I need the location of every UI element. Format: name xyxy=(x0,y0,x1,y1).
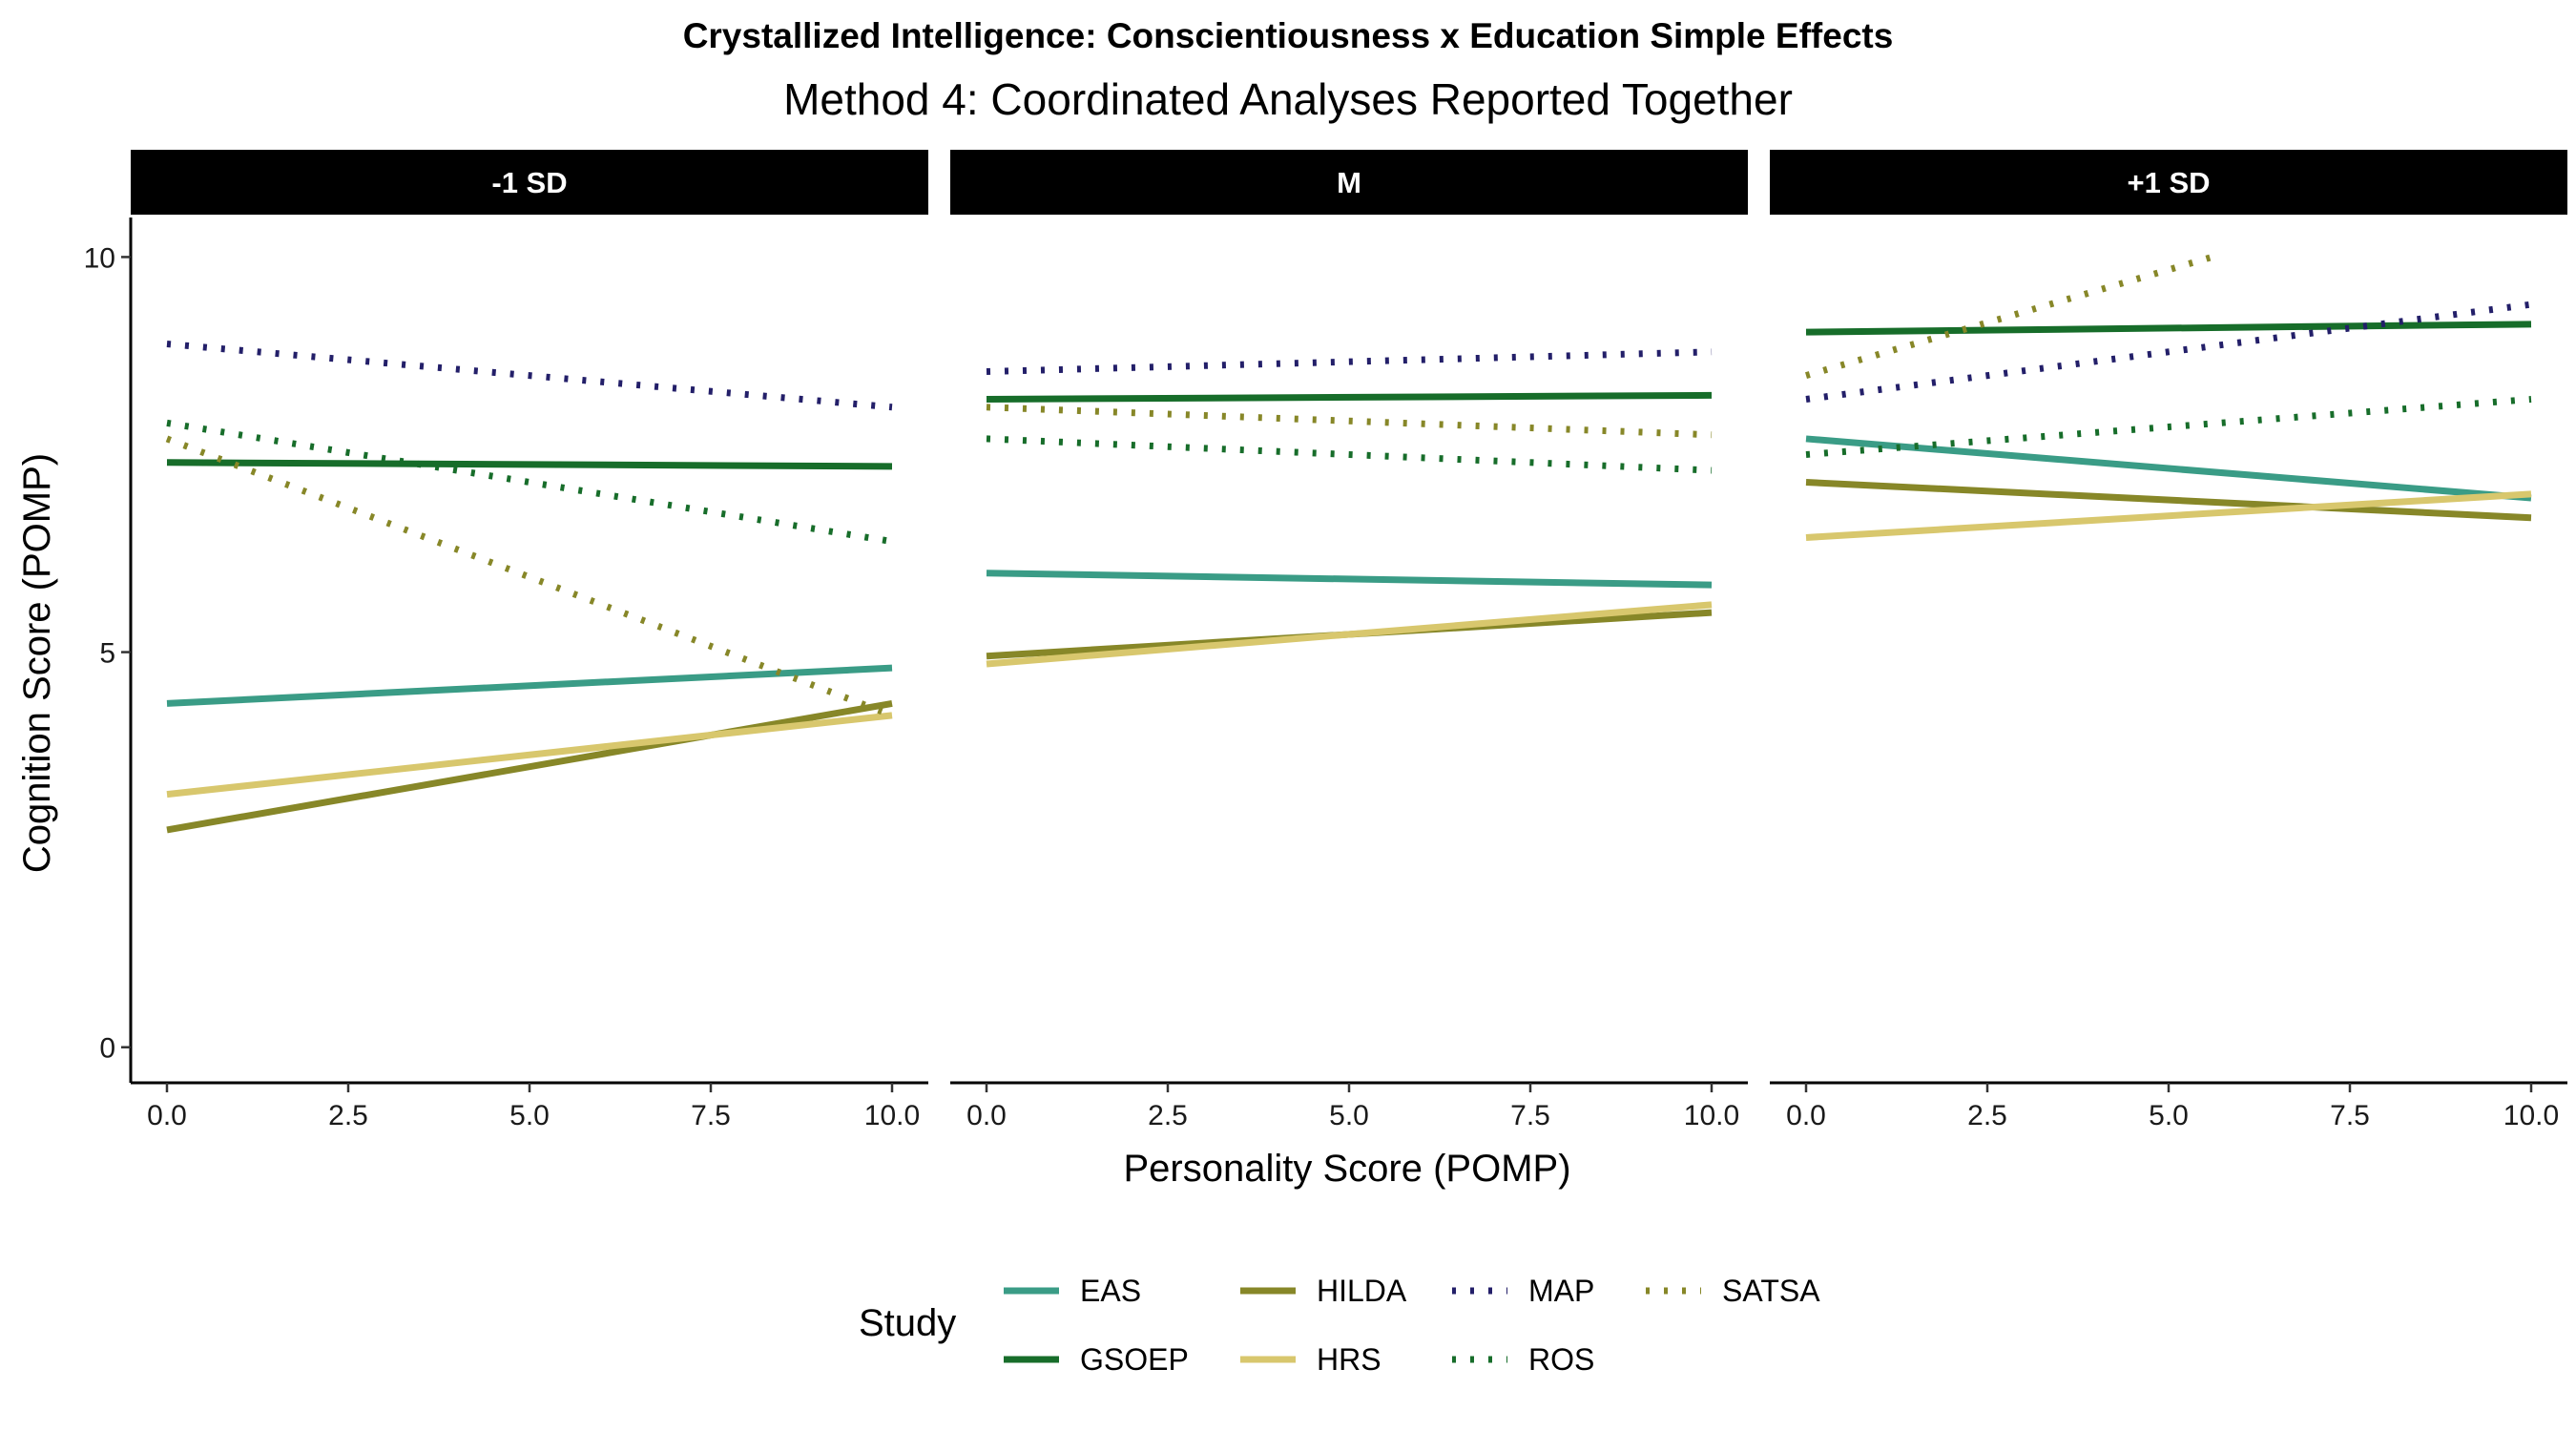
x-tick-label: 10.0 xyxy=(2503,1100,2559,1131)
series-line-ros xyxy=(1805,396,2532,458)
legend-item-ros: ROS xyxy=(1452,1342,1594,1377)
series-line-map xyxy=(1805,301,2532,403)
legend-item-hilda: HILDA xyxy=(1240,1274,1407,1308)
series-line-eas xyxy=(1805,435,2532,502)
y-tick-label: 10 xyxy=(84,242,115,274)
facet-panel-plus1-sd: +1 SD 0.0 2.5 5.0 7.5 10.0 xyxy=(1770,150,2567,1131)
legend-item-hrs: HRS xyxy=(1240,1342,1381,1377)
series-line-hrs xyxy=(986,601,1713,668)
series-line-satsa xyxy=(986,404,1713,439)
x-axis-title: Personality Score (POMP) xyxy=(1123,1148,1570,1190)
series-line-gsoep xyxy=(166,459,893,470)
chart-title: Crystallized Intelligence: Conscientious… xyxy=(683,16,1894,55)
y-tick-label: 0 xyxy=(99,1033,115,1065)
x-tick-label: 10.0 xyxy=(1684,1100,1739,1131)
chart-subtitle: Method 4: Coordinated Analyses Reported … xyxy=(783,74,1793,124)
facet-panel-m: M 0.0 2.5 5.0 7.5 10.0 xyxy=(950,150,1748,1131)
legend-label: EAS xyxy=(1080,1274,1141,1308)
y-tick-label: 5 xyxy=(99,638,115,670)
x-tick-label: 10.0 xyxy=(864,1100,920,1131)
series-line-hilda xyxy=(166,699,893,834)
legend-label: HILDA xyxy=(1317,1274,1407,1308)
facet-panel-minus1-sd: -1 SD 0.0 2.5 5.0 7.5 10.0 0 5 10 xyxy=(84,150,928,1131)
series-line-hilda xyxy=(1805,478,2532,522)
x-tick-label: 5.0 xyxy=(509,1100,550,1131)
legend-item-map: MAP xyxy=(1452,1274,1594,1308)
facet-strip-plus1-sd xyxy=(1770,150,2567,215)
series-line-map xyxy=(166,341,893,411)
facet-strip-label: -1 SD xyxy=(491,166,567,199)
facet-strip-minus1-sd xyxy=(131,150,928,215)
x-tick-label: 0.0 xyxy=(1786,1100,1826,1131)
x-tick-label: 2.5 xyxy=(1148,1100,1188,1131)
x-tick-label: 7.5 xyxy=(2330,1100,2370,1131)
legend-label: GSOEP xyxy=(1080,1342,1189,1377)
x-tick-label: 2.5 xyxy=(328,1100,368,1131)
legend-item-satsa: SATSA xyxy=(1646,1274,1820,1308)
legend-title: Study xyxy=(859,1302,956,1344)
series-line-hrs xyxy=(1805,490,2532,541)
series-line-ros xyxy=(986,435,1713,474)
legend-item-eas: EAS xyxy=(1004,1274,1141,1308)
series-line-eas xyxy=(166,664,893,707)
legend-label: HRS xyxy=(1317,1342,1381,1377)
facet-strip-label: M xyxy=(1337,166,1361,199)
series-line-eas xyxy=(986,570,1713,589)
series-line-gsoep xyxy=(1805,321,2532,336)
x-tick-label: 7.5 xyxy=(1510,1100,1550,1131)
x-tick-label: 0.0 xyxy=(966,1100,1007,1131)
series-line-satsa xyxy=(165,435,894,719)
series-line-gsoep xyxy=(986,391,1713,404)
y-axis-title: Cognition Score (POMP) xyxy=(16,453,58,873)
legend-label: SATSA xyxy=(1722,1274,1820,1308)
x-tick-label: 0.0 xyxy=(147,1100,187,1131)
x-tick-label: 5.0 xyxy=(2149,1100,2189,1131)
facet-panels: -1 SD 0.0 2.5 5.0 7.5 10.0 0 5 10 M 0.0 2.5 5.0 7.5 10… xyxy=(84,150,2567,1131)
legend-label: ROS xyxy=(1528,1342,1594,1377)
legend-item-gsoep: GSOEP xyxy=(1004,1342,1189,1377)
facet-strip-m xyxy=(950,150,1748,215)
x-tick-label: 5.0 xyxy=(1329,1100,1369,1131)
series-line-hrs xyxy=(166,712,893,798)
series-line-map xyxy=(986,348,1713,376)
x-tick-label: 2.5 xyxy=(1967,1100,2007,1131)
facet-strip-label: +1 SD xyxy=(2127,166,2210,199)
x-tick-label: 7.5 xyxy=(691,1100,731,1131)
legend-label: MAP xyxy=(1528,1274,1594,1308)
legend: Study EAS GSOEP HILDA HRS MAP ROS SATSA xyxy=(859,1274,1820,1377)
